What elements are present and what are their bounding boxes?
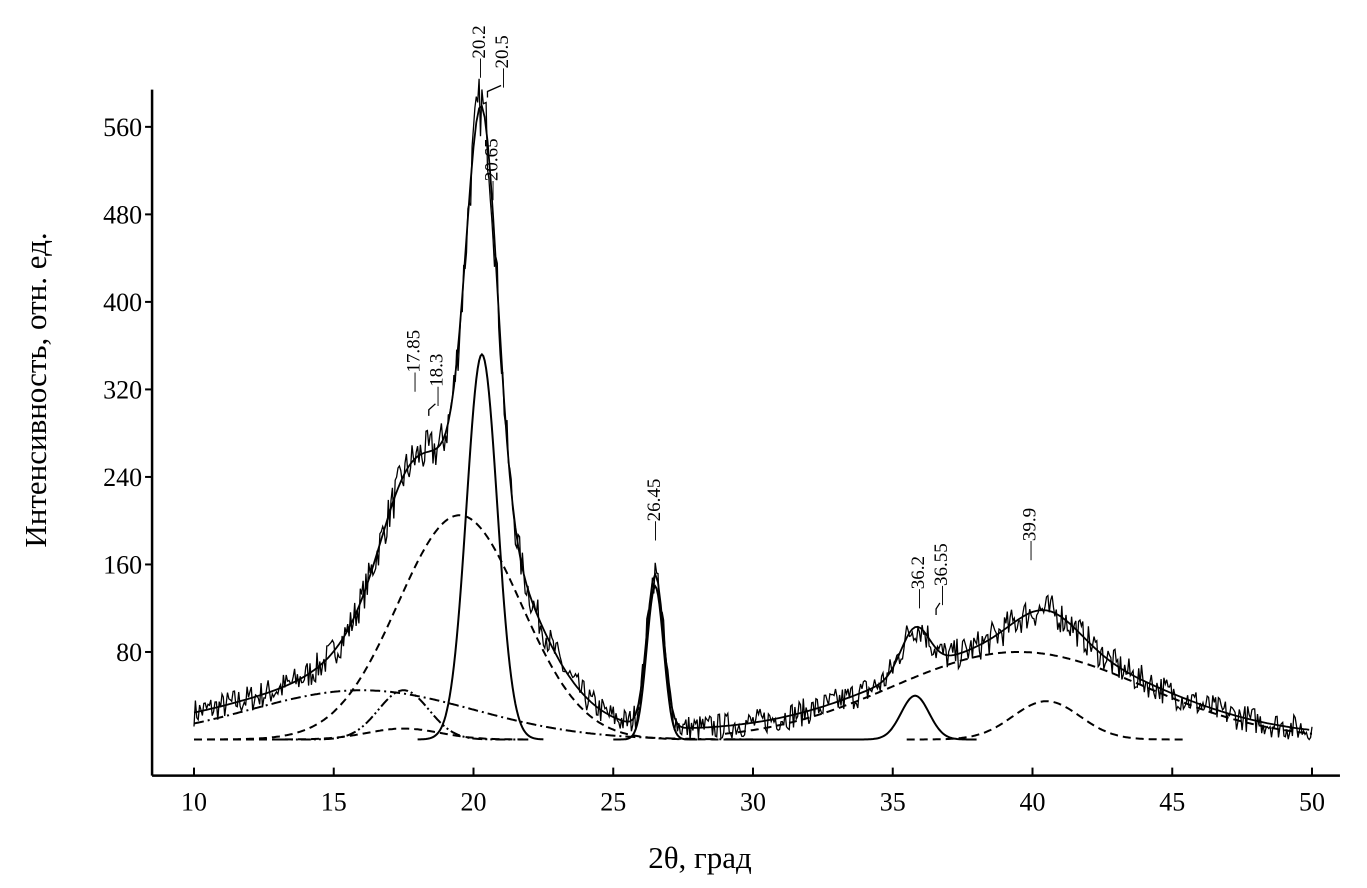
component-dashed	[724, 651, 1313, 735]
x-tick-label: 25	[600, 788, 626, 817]
x-tick-label: 15	[321, 788, 347, 817]
series	[193, 78, 1313, 741]
component-dashdot	[193, 689, 753, 741]
y-tick-label: 160	[103, 550, 142, 579]
y-tick-label: 80	[116, 638, 142, 667]
y-tick-label: 400	[103, 288, 142, 317]
peak-label: —36.55	[931, 543, 952, 606]
peak-label: —20.5	[492, 35, 513, 88]
component-dashed	[194, 514, 726, 741]
component-dashed	[906, 700, 1187, 741]
y-tick-label: 240	[103, 463, 142, 492]
x-tick-label: 50	[1299, 788, 1325, 817]
peak-label: —20.2	[469, 25, 490, 78]
component-solid	[613, 584, 698, 741]
component-dashdotdot	[277, 689, 530, 741]
peak-label-leader	[428, 403, 436, 416]
y-tick-label: 480	[103, 200, 142, 229]
x-axis-label: 2θ, град	[648, 840, 752, 875]
peak-label: —18.3	[426, 354, 447, 407]
y-tick-label: 560	[103, 113, 142, 142]
peak-label: —17.85	[403, 330, 424, 393]
peak-label-leader	[935, 602, 941, 615]
x-tick-label: 35	[880, 788, 906, 817]
measured-pattern	[193, 78, 1313, 741]
x-tick-label: 40	[1020, 788, 1046, 817]
axes: 10 15 20 25 30 35 40 45 50 80 160 240 320 400 480 560	[103, 89, 1340, 817]
component-dashed	[194, 727, 530, 741]
peak-label: —36.2	[908, 556, 929, 609]
component-solid	[725, 694, 977, 741]
peak-label-leader	[486, 84, 502, 98]
x-tick-label: 10	[181, 788, 207, 817]
fit-components	[193, 352, 1313, 741]
fit-envelope	[193, 104, 1310, 731]
x-tick-label: 20	[461, 788, 487, 817]
peak-label: —39.9	[1020, 508, 1041, 561]
peak-labels: —17.85 —18.3—20.2 —20.5—20.65—26.45—36.2 —3…	[403, 25, 1041, 615]
peak-label: —26.45	[644, 479, 665, 542]
y-axis-label: Интенсивность, отн. ед.	[18, 232, 53, 547]
x-tick-label: 45	[1159, 788, 1185, 817]
peak-label: —20.65	[482, 138, 503, 201]
component-solid	[417, 352, 544, 741]
x-tick-label: 30	[740, 788, 766, 817]
y-tick-label: 320	[103, 375, 142, 404]
